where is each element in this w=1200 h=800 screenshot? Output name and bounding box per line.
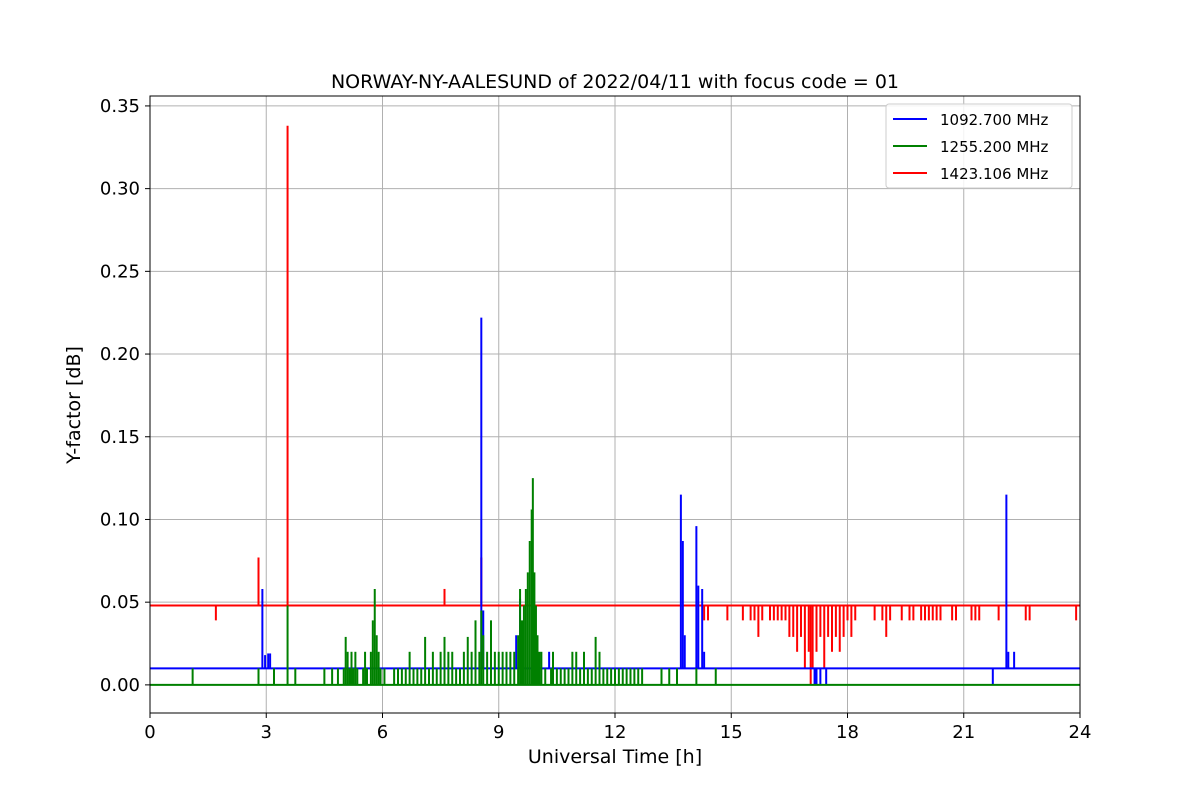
y-tick-label: 0.05 <box>100 592 140 613</box>
x-axis-label: Universal Time [h] <box>528 746 702 768</box>
legend-label: 1423.106 MHz <box>940 165 1049 183</box>
y-axis-label: Y-factor [dB] <box>63 346 85 465</box>
x-tick-label: 9 <box>493 722 504 743</box>
legend: 1092.700 MHz 1255.200 MHz 1423.106 MHz <box>885 103 1073 189</box>
y-tick-label: 0.15 <box>100 427 140 448</box>
y-axis: 0.00 0.05 0.10 0.15 0.20 0.25 0.30 0.35 <box>100 96 150 696</box>
series-layer <box>150 125 1080 686</box>
x-tick-label: 0 <box>144 722 155 743</box>
y-tick-label: 0.00 <box>100 675 140 696</box>
legend-label: 1092.700 MHz <box>940 111 1049 129</box>
x-tick-label: 18 <box>836 722 859 743</box>
y-tick-label: 0.35 <box>100 96 140 117</box>
x-axis: 0 3 6 9 12 15 18 21 24 <box>144 713 1091 743</box>
plot-area <box>149 95 1081 714</box>
x-tick-label: 3 <box>261 722 272 743</box>
x-tick-label: 12 <box>604 722 627 743</box>
y-tick-label: 0.20 <box>100 344 140 365</box>
x-tick-label: 21 <box>952 722 975 743</box>
x-tick-label: 15 <box>720 722 743 743</box>
legend-box <box>885 103 1073 189</box>
y-tick-label: 0.30 <box>100 179 140 200</box>
series-2 <box>150 125 1080 685</box>
y-tick-label: 0.10 <box>100 509 140 530</box>
chart-title: NORWAY-NY-AALESUND of 2022/04/11 with fo… <box>331 71 899 93</box>
y-tick-label: 0.25 <box>100 261 140 282</box>
legend-label: 1255.200 MHz <box>940 138 1049 156</box>
x-tick-label: 6 <box>377 722 388 743</box>
series-1 <box>150 478 1080 686</box>
x-tick-label: 24 <box>1069 722 1092 743</box>
